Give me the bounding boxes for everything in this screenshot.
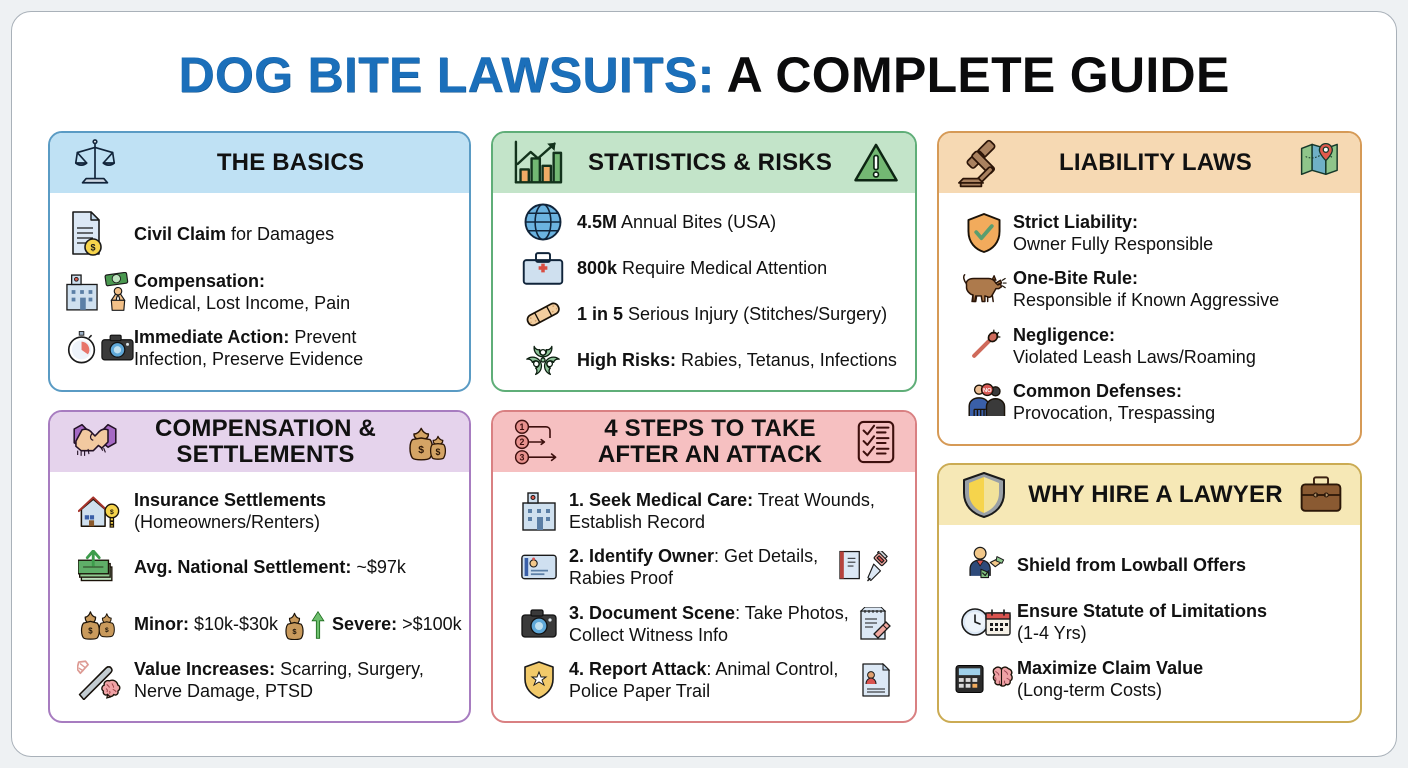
svg-text:1: 1: [520, 422, 525, 432]
svg-text:3: 3: [520, 452, 525, 462]
svg-text:2: 2: [520, 437, 525, 447]
svg-text:$: $: [105, 627, 109, 634]
svg-text:$: $: [88, 626, 93, 635]
svg-text:$: $: [90, 242, 95, 252]
svg-text:$: $: [436, 447, 441, 457]
svg-text:NO: NO: [983, 389, 992, 395]
svg-text:$: $: [418, 445, 424, 456]
svg-text:$: $: [110, 509, 114, 516]
